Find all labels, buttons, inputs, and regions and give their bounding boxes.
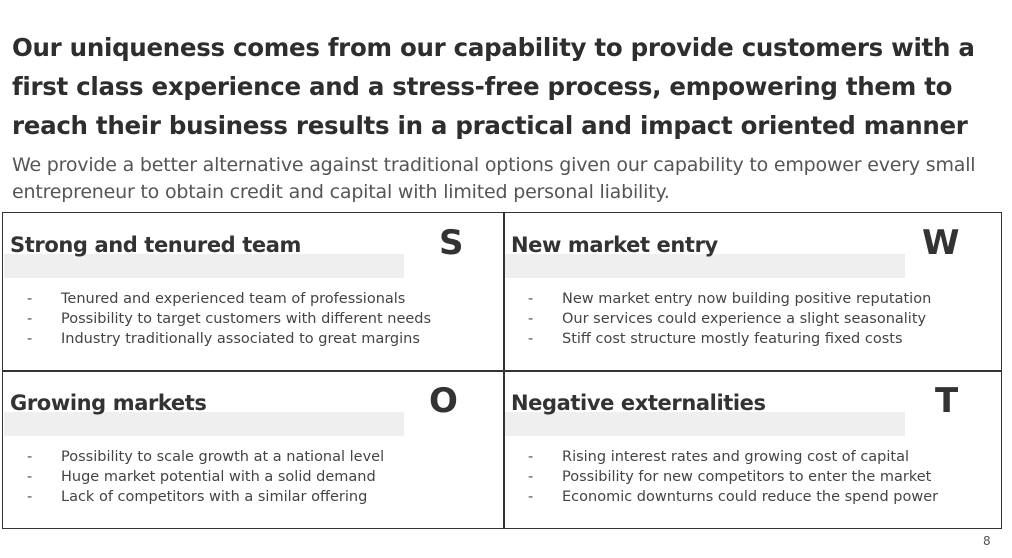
cell-heading: Strong and tenured team xyxy=(10,233,301,257)
swot-cell-opportunities: Growing markets O - Possibility to scale g… xyxy=(3,371,503,528)
list-item: - Possibility to target customers with di… xyxy=(27,309,431,329)
bullet-dash: - xyxy=(27,331,33,347)
list-item: - Possibility to scale growth at a nation… xyxy=(27,447,384,467)
list-item-text: Industry traditionally associated to gre… xyxy=(61,331,420,347)
swot-letter: S xyxy=(439,223,464,263)
list-item-text: Possibility to target customers with dif… xyxy=(61,311,432,327)
swot-letter: T xyxy=(935,381,959,421)
list-item: - Rising interest rates and growing cost … xyxy=(528,447,938,467)
swot-cell-strengths: Strong and tenured team S - Tenured and ex… xyxy=(3,213,503,370)
swot-cell-weaknesses: New market entry W - New market entry now … xyxy=(504,213,1004,370)
list-item: - Our services could experience a slight … xyxy=(528,309,931,329)
list-item-text: Our services could experience a slight s… xyxy=(562,311,927,327)
bullet-list: - New market entry now building positive … xyxy=(528,289,931,349)
list-item: - Tenured and experienced team of profess… xyxy=(27,289,431,309)
list-item-text: Possibility for new competitors to enter… xyxy=(562,469,932,485)
swot-grid: Strong and tenured team S - Tenured and ex… xyxy=(2,212,1002,529)
heading-band xyxy=(4,254,404,278)
bullet-dash: - xyxy=(27,489,33,505)
list-item-text: Economic downturns could reduce the spen… xyxy=(562,489,939,505)
bullet-list: - Rising interest rates and growing cost … xyxy=(528,447,938,507)
bullet-dash: - xyxy=(27,449,33,465)
list-item: - Stiff cost structure mostly featuring f… xyxy=(528,329,931,349)
heading-band xyxy=(505,254,905,278)
list-item-text: Rising interest rates and growing cost o… xyxy=(562,449,910,465)
cell-heading: Growing markets xyxy=(10,391,207,415)
list-item: - Possibility for new competitors to ente… xyxy=(528,467,938,487)
list-item: - New market entry now building positive … xyxy=(528,289,931,309)
bullet-list: - Possibility to scale growth at a nation… xyxy=(27,447,384,507)
bullet-dash: - xyxy=(528,489,534,505)
bullet-dash: - xyxy=(27,291,33,307)
swot-cell-threats: Negative externalities T - Rising interest… xyxy=(504,371,1004,528)
bullet-dash: - xyxy=(528,291,534,307)
bullet-dash: - xyxy=(528,311,534,327)
list-item-text: Possibility to scale growth at a nationa… xyxy=(61,449,385,465)
list-item: - Economic downturns could reduce the spe… xyxy=(528,487,938,507)
bullet-dash: - xyxy=(27,469,33,485)
list-item-text: Stiff cost structure mostly featuring fi… xyxy=(562,331,903,347)
heading-band xyxy=(4,412,404,436)
list-item-text: Huge market potential with a solid deman… xyxy=(61,469,376,485)
list-item: - Huge market potential with a solid dema… xyxy=(27,467,384,487)
cell-heading: New market entry xyxy=(511,233,718,257)
list-item-text: Tenured and experienced team of professi… xyxy=(61,291,406,307)
bullet-dash: - xyxy=(528,449,534,465)
horizontal-divider xyxy=(3,370,1001,372)
swot-letter: W xyxy=(922,223,960,263)
heading-band xyxy=(505,412,905,436)
swot-letter: O xyxy=(429,381,458,421)
bullet-dash: - xyxy=(27,311,33,327)
bullet-list: - Tenured and experienced team of profess… xyxy=(27,289,431,349)
list-item: - Industry traditionally associated to gr… xyxy=(27,329,431,349)
slide-subtitle: We provide a better alternative against … xyxy=(12,154,976,203)
cell-heading: Negative externalities xyxy=(511,391,766,415)
bullet-dash: - xyxy=(528,331,534,347)
slide-title: Our uniqueness comes from our capability… xyxy=(12,33,975,140)
bullet-dash: - xyxy=(528,469,534,485)
list-item: - Lack of competitors with a similar offe… xyxy=(27,487,384,507)
list-item-text: New market entry now building positive r… xyxy=(562,291,932,307)
list-item-text: Lack of competitors with a similar offer… xyxy=(61,489,368,505)
page-number: 8 xyxy=(983,534,991,548)
